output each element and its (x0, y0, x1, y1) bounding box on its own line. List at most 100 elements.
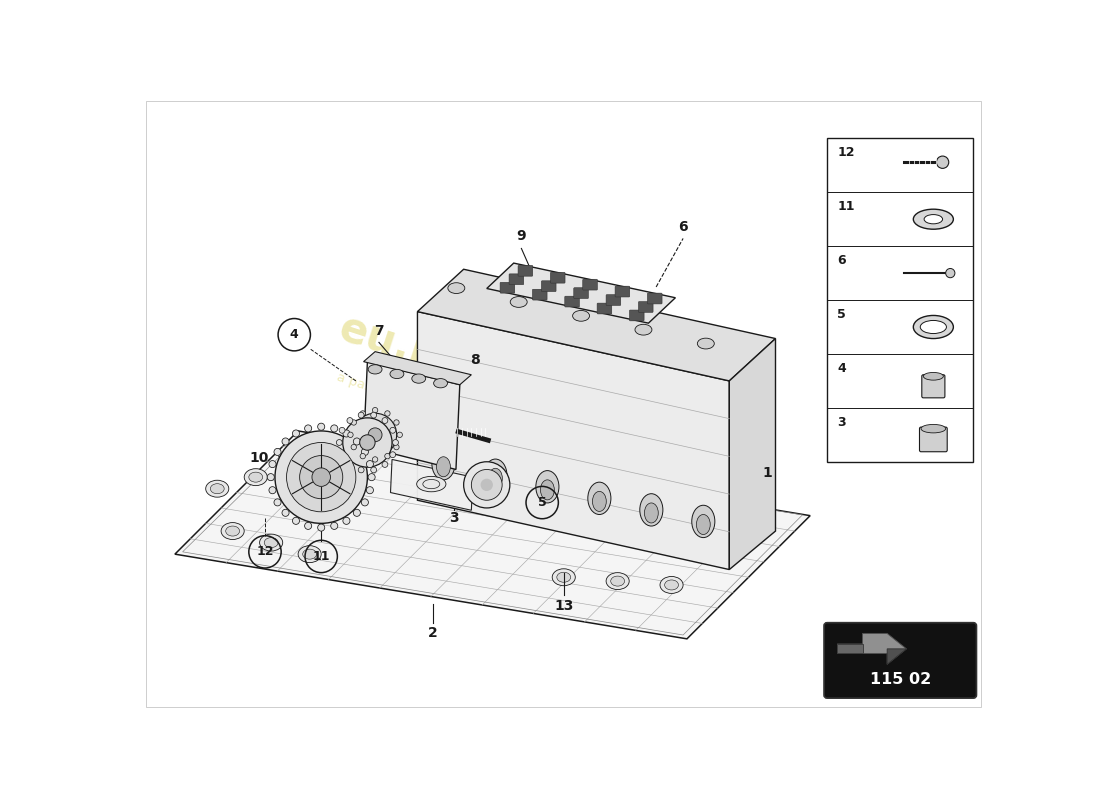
Polygon shape (729, 338, 776, 570)
FancyBboxPatch shape (922, 374, 945, 398)
Text: a passion for parts since 1985: a passion for parts since 1985 (582, 396, 746, 458)
FancyBboxPatch shape (509, 274, 524, 285)
Circle shape (268, 461, 276, 468)
Ellipse shape (411, 374, 426, 383)
FancyBboxPatch shape (824, 622, 977, 698)
Ellipse shape (921, 425, 946, 433)
Ellipse shape (368, 365, 382, 374)
Ellipse shape (488, 468, 503, 488)
Circle shape (359, 412, 364, 418)
Ellipse shape (484, 459, 507, 491)
FancyBboxPatch shape (638, 302, 653, 312)
Ellipse shape (557, 572, 571, 582)
Text: 4: 4 (837, 362, 846, 374)
Text: 3: 3 (837, 415, 846, 429)
Ellipse shape (610, 576, 625, 586)
Polygon shape (837, 644, 862, 654)
Circle shape (394, 445, 399, 450)
Circle shape (318, 524, 324, 531)
Circle shape (274, 448, 282, 455)
Polygon shape (486, 263, 675, 323)
Ellipse shape (206, 480, 229, 497)
Text: 5: 5 (538, 496, 547, 509)
Circle shape (368, 428, 382, 442)
Text: 5: 5 (837, 308, 846, 321)
Circle shape (353, 414, 397, 456)
Circle shape (268, 486, 276, 494)
Polygon shape (887, 649, 906, 664)
Circle shape (274, 499, 282, 506)
Text: 9: 9 (517, 229, 526, 243)
Circle shape (267, 474, 274, 481)
Circle shape (346, 418, 353, 423)
Polygon shape (363, 362, 460, 470)
Circle shape (343, 430, 350, 437)
Ellipse shape (536, 470, 559, 503)
Circle shape (397, 432, 403, 438)
Polygon shape (418, 311, 729, 570)
Text: a passion for parts since 1985: a passion for parts since 1985 (336, 370, 530, 445)
Polygon shape (363, 352, 471, 385)
Ellipse shape (244, 469, 267, 486)
Text: 12: 12 (256, 546, 274, 558)
Polygon shape (390, 459, 473, 510)
Circle shape (481, 478, 493, 491)
Ellipse shape (264, 538, 278, 548)
Circle shape (351, 420, 356, 425)
Ellipse shape (580, 503, 594, 513)
Ellipse shape (573, 310, 590, 322)
FancyBboxPatch shape (827, 138, 974, 462)
Circle shape (361, 448, 368, 455)
Circle shape (282, 438, 289, 445)
Ellipse shape (302, 549, 317, 559)
Circle shape (393, 439, 398, 446)
Text: 2: 2 (428, 626, 438, 641)
Circle shape (385, 454, 390, 459)
Ellipse shape (249, 472, 263, 482)
Circle shape (293, 518, 299, 524)
Circle shape (361, 499, 368, 506)
Ellipse shape (692, 506, 715, 538)
Text: 11: 11 (837, 200, 855, 213)
Ellipse shape (706, 542, 729, 558)
Circle shape (353, 438, 361, 445)
Circle shape (331, 425, 338, 432)
Ellipse shape (741, 522, 756, 532)
Ellipse shape (210, 484, 224, 494)
Circle shape (339, 427, 345, 434)
Text: 12: 12 (837, 146, 855, 159)
Circle shape (331, 522, 338, 530)
Text: 115 02: 115 02 (870, 672, 931, 687)
FancyBboxPatch shape (920, 427, 947, 452)
Circle shape (348, 432, 353, 438)
FancyBboxPatch shape (532, 290, 547, 300)
Text: 1: 1 (763, 466, 772, 480)
FancyBboxPatch shape (597, 303, 612, 314)
Ellipse shape (923, 373, 944, 380)
Ellipse shape (390, 370, 404, 378)
Text: 8: 8 (471, 353, 480, 367)
Text: eu.parts: eu.parts (591, 353, 737, 425)
FancyBboxPatch shape (518, 266, 532, 276)
Circle shape (318, 423, 324, 430)
Circle shape (385, 410, 390, 416)
Circle shape (343, 518, 350, 524)
Ellipse shape (696, 514, 711, 534)
FancyBboxPatch shape (564, 296, 580, 307)
Ellipse shape (664, 580, 679, 590)
Circle shape (360, 435, 375, 450)
Ellipse shape (629, 515, 652, 532)
Circle shape (305, 522, 311, 530)
Text: 4: 4 (290, 328, 298, 341)
Circle shape (382, 462, 388, 467)
Circle shape (371, 412, 376, 418)
Circle shape (360, 454, 365, 459)
Text: eu.parts: eu.parts (333, 307, 532, 408)
Ellipse shape (606, 573, 629, 590)
Text: 6: 6 (837, 254, 846, 267)
Circle shape (275, 431, 367, 523)
Polygon shape (837, 634, 906, 664)
Text: 6: 6 (679, 220, 688, 234)
Circle shape (359, 467, 364, 473)
Polygon shape (175, 431, 810, 639)
